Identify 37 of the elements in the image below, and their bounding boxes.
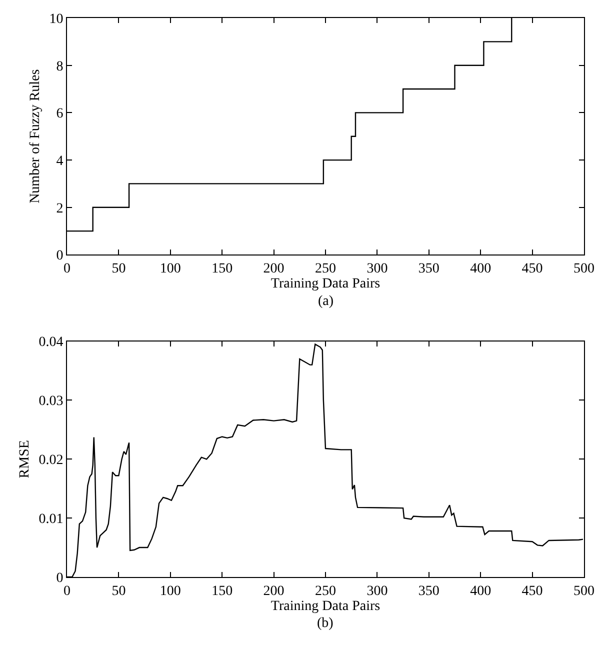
y-tick-label: 0: [56, 248, 64, 264]
y-tick-label: 4: [56, 154, 64, 169]
y-tick-label: 0.03: [38, 394, 64, 410]
y-axis-title: RMSE: [17, 440, 32, 478]
x-tick-label: 450: [522, 584, 543, 599]
y-tick-label: 0.02: [38, 453, 64, 468]
x-tick-label: 100: [160, 262, 181, 277]
x-tick-label: 300: [366, 262, 388, 277]
x-axis-title: Training Data Pairs: [270, 598, 380, 614]
x-tick-label: 400: [470, 584, 492, 599]
x-tick-label: 150: [212, 584, 233, 599]
x-tick-label: 200: [263, 262, 284, 277]
x-tick-label: 250: [315, 262, 336, 277]
x-tick-label: 300: [366, 584, 388, 599]
y-tick-label: 6: [56, 106, 64, 122]
x-tick-label: 350: [418, 262, 440, 277]
y-axis-title: Number of Fuzzy Rules: [28, 69, 43, 204]
x-tick-label: 100: [160, 584, 181, 599]
y-tick-label: 2: [56, 201, 64, 216]
y-tick-label: 0.04: [38, 335, 64, 350]
y-tick-label: 10: [49, 12, 64, 27]
text: (b): [317, 616, 334, 631]
y-tick-label: 0: [56, 570, 64, 586]
x-axis-title: Training Data Pairs: [270, 276, 380, 292]
x-tick-label: 450: [522, 262, 543, 277]
y-tick-label: 8: [56, 59, 64, 74]
x-tick-label: 50: [112, 584, 126, 599]
x-tick-label: 400: [470, 262, 492, 277]
x-tick-label: 500: [574, 584, 594, 599]
text: (a): [318, 294, 334, 309]
x-tick-label: 50: [112, 262, 126, 277]
x-tick-label: 350: [418, 584, 440, 599]
x-tick-label: 150: [212, 262, 233, 277]
y-tick-label: 0.01: [38, 512, 64, 527]
x-tick-label: 250: [315, 584, 336, 599]
x-tick-label: 500: [574, 262, 594, 277]
x-tick-label: 200: [263, 584, 284, 599]
